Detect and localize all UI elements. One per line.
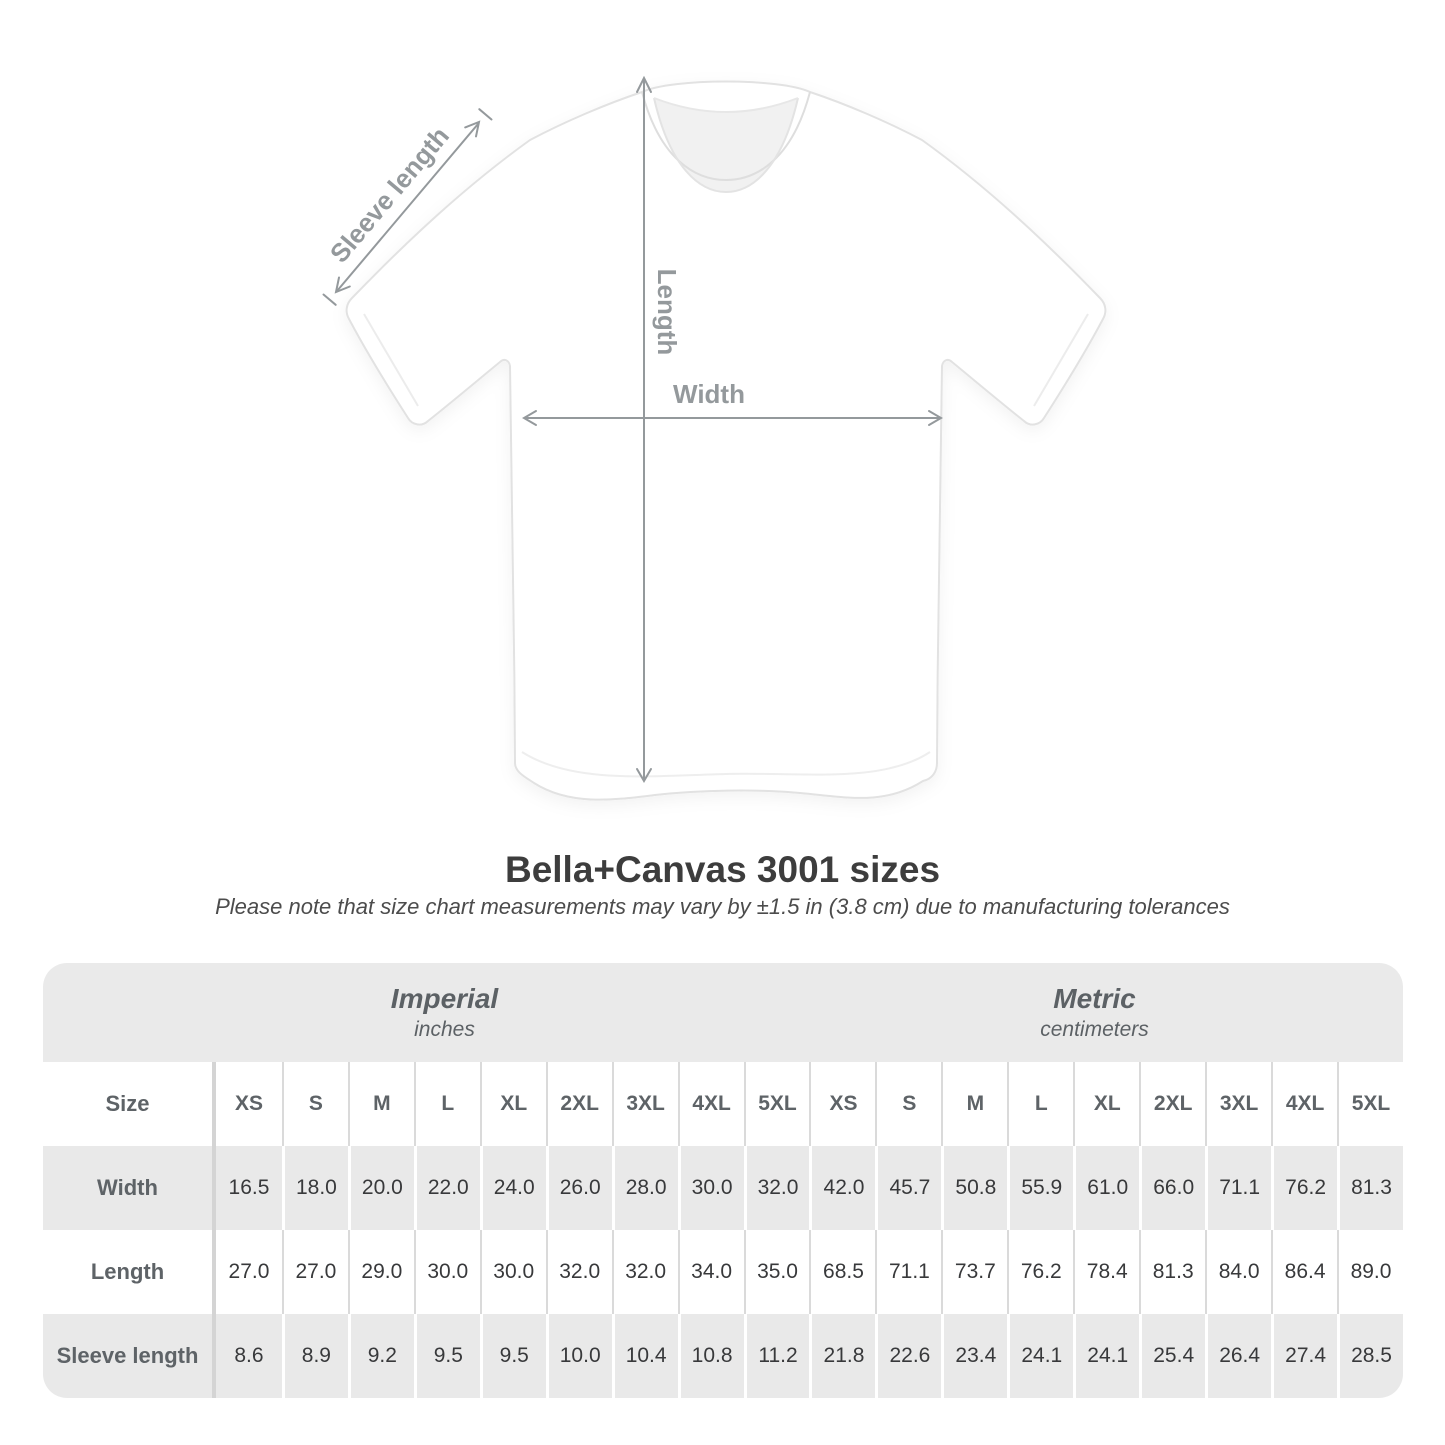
length-row: Length 27.0 27.0 29.0 30.0 30.0 32.0 32.0 34.0 3…: [43, 1230, 1403, 1314]
length-arrow: [636, 75, 652, 783]
measurement-cell: 23.4: [941, 1314, 1007, 1398]
size-column-header: 4XL: [1271, 1062, 1337, 1146]
measurement-cell: 10.4: [611, 1314, 678, 1398]
size-column-header: XL: [1073, 1062, 1139, 1146]
measurement-cell: 26.4: [1205, 1314, 1271, 1398]
measurement-cell: 28.5: [1337, 1314, 1403, 1398]
measurement-cell: 9.2: [347, 1314, 414, 1398]
measurement-cell: 55.9: [1007, 1146, 1073, 1230]
measurement-cell: 86.4: [1271, 1230, 1337, 1314]
size-column-header: M: [941, 1062, 1007, 1146]
size-column-header: 4XL: [677, 1062, 744, 1146]
measurement-cell: 24.1: [1073, 1314, 1139, 1398]
measurement-cell: 32.0: [743, 1146, 810, 1230]
metric-unit: centimeters: [1040, 1017, 1149, 1041]
size-column-header: XL: [479, 1062, 546, 1146]
measurement-cell: 68.5: [809, 1230, 875, 1314]
measurement-cell: 45.7: [875, 1146, 941, 1230]
sleeve-length-arrow: [322, 108, 493, 306]
size-column-header: 3XL: [1205, 1062, 1271, 1146]
measurement-cell: 71.1: [875, 1230, 941, 1314]
measurement-cell: 27.0: [281, 1230, 348, 1314]
measurement-cell: 73.7: [941, 1230, 1007, 1314]
length-row-label: Length: [43, 1230, 216, 1314]
size-column-header: 2XL: [1139, 1062, 1205, 1146]
size-column-header: XS: [234, 1092, 263, 1115]
size-column-header: 3XL: [611, 1062, 678, 1146]
measurement-cell: 27.0: [228, 1260, 270, 1283]
imperial-unit: inches: [414, 1017, 475, 1041]
sleeve-length-row: Sleeve length 8.6 8.9 9.2 9.5 9.5 10.0 10.4 10.…: [43, 1314, 1403, 1398]
width-row: Width 16.5 18.0 20.0 22.0 24.0 26.0 28.0 30.0 32…: [43, 1146, 1403, 1230]
measurement-cell: 35.0: [743, 1230, 810, 1314]
imperial-header: Imperial inches: [43, 963, 810, 1062]
measurement-cell: 26.0: [545, 1146, 612, 1230]
measurement-cell: 28.0: [611, 1146, 678, 1230]
measurement-cell: 30.0: [677, 1146, 744, 1230]
measurement-cell: 24.1: [1007, 1314, 1073, 1398]
measurement-cell: 32.0: [545, 1230, 612, 1314]
tshirt-measurement-diagram: Sleeve length Length Width: [322, 75, 1107, 801]
measurement-cell: 25.4: [1139, 1314, 1205, 1398]
measurement-cell: 66.0: [1139, 1146, 1205, 1230]
metric-header: Metric centimeters: [810, 963, 1403, 1062]
measurement-cell: 32.0: [611, 1230, 678, 1314]
measurement-cell: 8.9: [281, 1314, 348, 1398]
width-label: Width: [673, 379, 745, 409]
measurement-cell: 18.0: [281, 1146, 348, 1230]
size-column-header: L: [413, 1062, 480, 1146]
measurement-cell: 81.3: [1337, 1146, 1403, 1230]
measurement-cell: 76.2: [1007, 1230, 1073, 1314]
metric-title: Metric: [1053, 982, 1136, 1014]
measurement-cell: 29.0: [347, 1230, 414, 1314]
unit-header-row: Imperial inches Metric centimeters: [43, 963, 1403, 1062]
size-table: Imperial inches Metric centimeters Size …: [43, 963, 1403, 1398]
measurement-cell: 81.3: [1139, 1230, 1205, 1314]
measurement-cell: 21.8: [809, 1314, 875, 1398]
size-header-row: Size XS S M L XL 2XL 3XL 4XL 5XL XS S M L XL 2XL 3XL 4XL…: [43, 1062, 1403, 1146]
page-title: Bella+Canvas 3001 sizes: [504, 849, 941, 890]
measurement-cell: 61.0: [1073, 1146, 1139, 1230]
size-column-header: S: [281, 1062, 348, 1146]
size-column-header: S: [875, 1062, 941, 1146]
measurement-cell: 30.0: [413, 1230, 480, 1314]
measurement-cell: 20.0: [347, 1146, 414, 1230]
measurement-cell: 27.4: [1271, 1314, 1337, 1398]
measurement-cell: 89.0: [1337, 1230, 1403, 1314]
width-arrow: [522, 410, 943, 426]
measurement-cell: 78.4: [1073, 1230, 1139, 1314]
measurement-cell: 8.6: [234, 1344, 264, 1367]
measurement-cell: 16.5: [228, 1176, 270, 1199]
measurement-cell: 76.2: [1271, 1146, 1337, 1230]
sleeve-length-row-label: Sleeve length: [43, 1314, 216, 1398]
length-label: Length: [652, 269, 682, 356]
measurement-cell: 11.2: [743, 1314, 810, 1398]
size-row-label: Size: [43, 1062, 216, 1146]
measurement-cell: 42.0: [809, 1146, 875, 1230]
measurement-cell: 9.5: [479, 1314, 546, 1398]
measurement-cell: 10.8: [677, 1314, 744, 1398]
size-column-header: 5XL: [743, 1062, 810, 1146]
size-column-header: L: [1007, 1062, 1073, 1146]
tolerance-note: Please note that size chart measurements…: [215, 894, 1230, 919]
measurement-cell: 9.5: [413, 1314, 480, 1398]
size-column-header: 2XL: [545, 1062, 612, 1146]
measurement-cell: 30.0: [479, 1230, 546, 1314]
size-column-header: XS: [809, 1062, 875, 1146]
tshirt-illustration: [345, 80, 1107, 801]
measurement-cell: 22.0: [413, 1146, 480, 1230]
size-column-header: 5XL: [1337, 1062, 1403, 1146]
measurement-cell: 22.6: [875, 1314, 941, 1398]
measurement-cell: 34.0: [677, 1230, 744, 1314]
imperial-title: Imperial: [390, 982, 499, 1014]
measurement-cell: 84.0: [1205, 1230, 1271, 1314]
measurement-cell: 10.0: [545, 1314, 612, 1398]
size-column-header: M: [347, 1062, 414, 1146]
width-row-label: Width: [43, 1146, 216, 1230]
measurement-cell: 50.8: [941, 1146, 1007, 1230]
measurement-cell: 24.0: [479, 1146, 546, 1230]
measurement-cell: 71.1: [1205, 1146, 1271, 1230]
